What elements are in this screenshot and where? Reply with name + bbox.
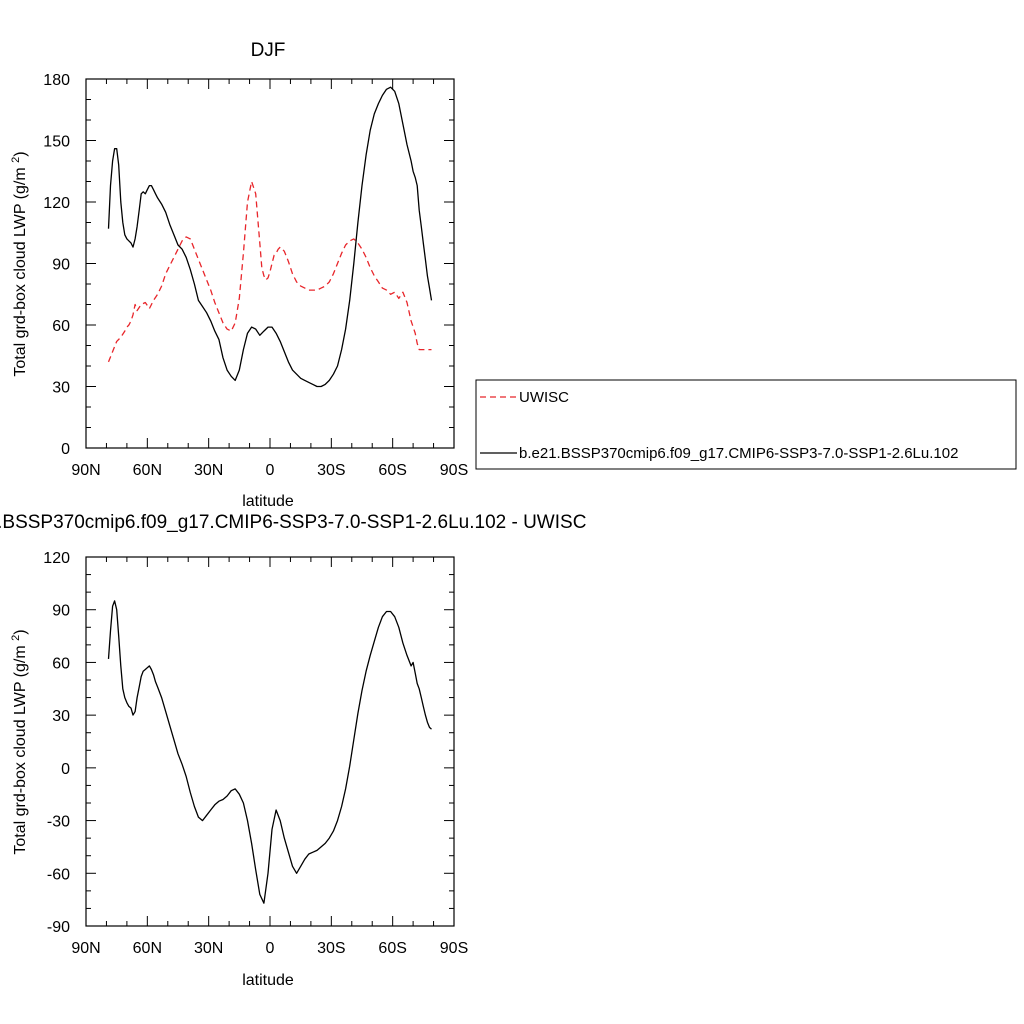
x-tick-label: 60S — [378, 462, 406, 479]
y-tick-label: 30 — [52, 708, 70, 725]
x-tick-label: 0 — [266, 462, 275, 479]
y-tick-label: 60 — [52, 318, 70, 335]
x-tick-label: 60S — [378, 940, 406, 957]
y-tick-label: -30 — [47, 814, 70, 831]
x-axis-label-bottom: latitude — [242, 972, 294, 989]
chart-panel-top: DJF 90N 60N 30N 0 30S 60S 90S0306090120150180 … — [10, 40, 468, 510]
y-tick-label: 90 — [52, 603, 70, 620]
x-tick-label: 90S — [440, 940, 468, 957]
y-tick-label: 30 — [52, 380, 70, 397]
legend-label-model: b.e21.BSSP370cmip6.f09_g17.CMIP6-SSP3-7.… — [519, 445, 958, 462]
y-axis-label-tail: ) — [12, 151, 29, 156]
y-axis-label-top: Total grd-box cloud LWP (g/m 2) — [10, 151, 29, 376]
y-tick-label: 180 — [43, 72, 70, 89]
chart-title-bottom: b.e21.BSSP370cmip6.f09_g17.CMIP6-SSP3-7.… — [0, 512, 586, 533]
x-tick-label: 30N — [194, 940, 223, 957]
y-tick-label: -60 — [47, 866, 70, 883]
y-tick-label: 0 — [61, 761, 70, 778]
y-tick-label: -90 — [47, 919, 70, 936]
x-tick-label: 90N — [71, 462, 100, 479]
y-tick-label: 90 — [52, 257, 70, 274]
legend-box — [475, 379, 1017, 470]
superscript: 2 — [10, 157, 22, 163]
plot-area-top: 90N 60N 30N 0 30S 60S 90S 0 30 60 90 120 150 180 — [43, 72, 468, 479]
series-line-bottom-model — [107, 600, 432, 904]
x-axis-label-top: latitude — [242, 493, 294, 510]
y-axis-label-text-top: Total grd-box cloud LWP (g/m — [12, 167, 29, 376]
x-tick-label: 30S — [317, 940, 345, 957]
y-tick-label: 150 — [43, 134, 70, 151]
y-tick-label: 120 — [43, 195, 70, 212]
y-axis-label-tail: ) — [12, 629, 29, 634]
chart-title-top: DJF — [251, 40, 286, 61]
y-tick-label: 60 — [52, 655, 70, 672]
x-tick-label: 60N — [133, 462, 162, 479]
superscript: 2 — [10, 635, 22, 641]
legend: UWISC b.e21.BSSP370cmip6.f09_g17.CMIP6-S… — [475, 379, 1017, 470]
x-tick-label: 30S — [317, 462, 345, 479]
x-tick-label: 0 — [266, 940, 275, 957]
y-axis-label-text-bottom: Total grd-box cloud LWP (g/m — [12, 645, 29, 854]
x-tick-label: 90S — [440, 462, 468, 479]
y-axis-label-bottom: Total grd-box cloud LWP (g/m 2) — [10, 629, 29, 854]
legend-label-uwisc: UWISC — [519, 389, 569, 406]
x-tick-label: 30N — [194, 462, 223, 479]
x-tick-label: 60N — [133, 940, 162, 957]
series-line-top-uwisc — [107, 180, 432, 363]
x-tick-label: 90N — [71, 940, 100, 957]
y-tick-label: 120 — [43, 550, 70, 567]
plot-area-bottom: 90N 60N 30N 0 30S 60S 90S -90 -60 -30 0 30 60 90 120 — [43, 550, 468, 957]
chart-panel-bottom: b.e21.BSSP370cmip6.f09_g17.CMIP6-SSP3-7.… — [0, 512, 586, 989]
y-tick-label: 0 — [61, 441, 70, 458]
series-line-top-model — [107, 86, 433, 388]
